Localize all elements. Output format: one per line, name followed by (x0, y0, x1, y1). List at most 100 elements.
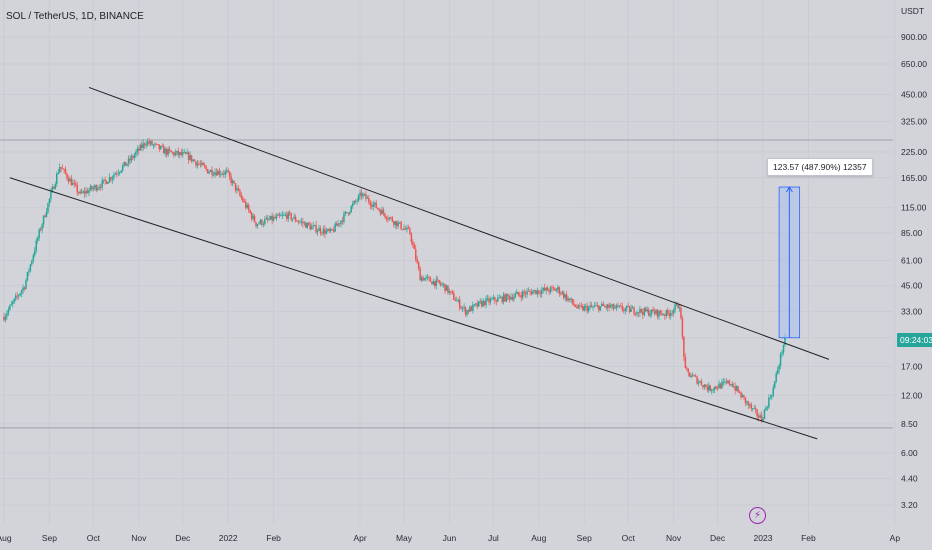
candle-body (72, 182, 74, 186)
candle-body (406, 227, 408, 230)
candle-body (322, 228, 325, 234)
candle-body (675, 303, 678, 305)
y-tick-label: 61.00 (901, 255, 923, 265)
candle-body (690, 376, 692, 378)
candle-body (121, 165, 124, 171)
candle-body (113, 174, 115, 178)
candle-body (124, 161, 127, 166)
candle-body (552, 287, 555, 289)
x-tick-label: Apr (353, 533, 366, 543)
candle-body (152, 144, 155, 146)
candle-body (700, 381, 703, 386)
candle-body (149, 141, 152, 144)
channel-upper-line[interactable] (88, 86, 830, 360)
candle-body (41, 224, 43, 230)
y-tick-label: 33.00 (901, 306, 923, 316)
candle-body (135, 152, 137, 156)
candle-body (165, 148, 168, 155)
candle-body (527, 290, 530, 292)
candle-body (722, 381, 725, 383)
candle-body (708, 385, 710, 391)
candle-body (598, 305, 600, 311)
candle-body (143, 143, 146, 146)
candle-body (664, 314, 666, 316)
measure-arrow-head (785, 186, 793, 193)
candle-body (744, 397, 747, 403)
candle-body (702, 385, 704, 388)
candle-body (497, 297, 499, 302)
candle-body (174, 152, 177, 156)
candle-body (504, 294, 506, 302)
candle-body (463, 307, 465, 309)
candle-body (580, 305, 583, 307)
candle-body (51, 186, 54, 192)
candle-body (203, 165, 206, 167)
candle-body (627, 306, 629, 307)
x-tick-label: Ap (890, 533, 901, 543)
channel-lower-line[interactable] (9, 177, 818, 440)
candle-body (724, 381, 726, 383)
candle-body (665, 310, 668, 316)
candle-body (368, 197, 370, 203)
candle-body (450, 291, 452, 292)
candle-body (451, 291, 454, 294)
candle-body (351, 203, 354, 207)
lightning-icon[interactable]: ⚡ (749, 507, 766, 524)
candle-body (196, 163, 199, 166)
candle-body (407, 227, 410, 229)
candle-body (16, 295, 18, 297)
candle-body (620, 305, 622, 307)
candle-body (431, 281, 433, 285)
candle-body (596, 305, 599, 307)
candle-body (782, 345, 785, 353)
measure-tool[interactable] (778, 186, 801, 339)
candle-body (3, 316, 5, 321)
candle-body (543, 287, 546, 291)
candle-body (731, 384, 733, 387)
candle-body (261, 219, 263, 225)
x-tick-label: Nov (666, 533, 682, 543)
candle-body (13, 298, 16, 302)
x-tick-label: Oct (622, 533, 636, 543)
candle-body (646, 309, 648, 312)
candle-body (434, 281, 436, 287)
candle-body (331, 229, 333, 231)
measure-label: 123.57 (487.90%) 12357 (767, 158, 873, 176)
candle-body (425, 277, 427, 279)
candle-body (245, 201, 247, 208)
candle-body (545, 287, 547, 291)
y-tick-label: 4.40 (901, 474, 918, 484)
candle-body (762, 419, 764, 422)
candle-body (23, 287, 26, 289)
candle-body (573, 303, 575, 306)
candle-body (101, 180, 103, 188)
candle-body (441, 284, 443, 286)
channel-lines[interactable] (9, 86, 830, 440)
candle-body (624, 308, 627, 311)
time-axis[interactable]: Aug Sep Oct Nov Dec 2022 Feb Apr May Jun Jul Aug Sep… (0, 533, 900, 543)
candle-body (631, 307, 634, 309)
candle-body (691, 375, 694, 377)
candle-body (38, 229, 40, 238)
candle-body (82, 191, 84, 193)
candle-body (236, 188, 238, 191)
candle-body (145, 144, 147, 146)
y-tick-label: 650.00 (901, 59, 927, 69)
candle-body (154, 143, 156, 145)
candle-body (630, 308, 632, 312)
candle-body (136, 148, 139, 153)
candle-body (67, 178, 70, 182)
candle-body (710, 390, 713, 391)
candle-body (246, 205, 248, 208)
candle-body (652, 309, 654, 312)
candle-body (36, 237, 39, 241)
candle-body (63, 169, 65, 170)
price-axis[interactable]: USDT 900.00 650.00 450.00 325.00 225.00 165.00… (901, 6, 927, 510)
candle-body (256, 224, 259, 227)
candle-body (189, 155, 191, 161)
candle-body (393, 221, 395, 225)
candle-body (558, 287, 561, 294)
candle-body (422, 277, 424, 281)
candle-body (703, 384, 706, 388)
